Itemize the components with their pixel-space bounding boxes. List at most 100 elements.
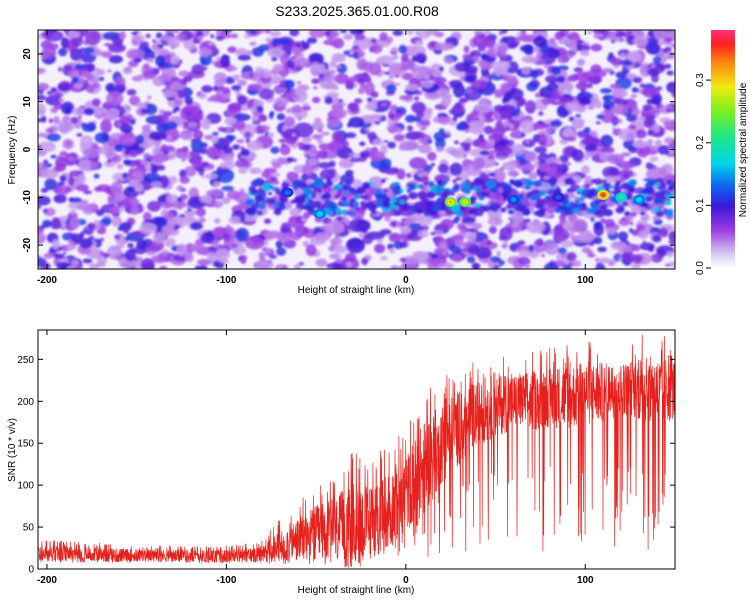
heatmap-cell — [567, 213, 577, 223]
heatmap-cell — [163, 89, 173, 99]
heatmap-cell — [451, 186, 459, 193]
heatmap-cell — [413, 96, 420, 101]
heatmap-cell — [141, 125, 151, 132]
heatmap-cell — [269, 111, 275, 116]
heatmap-cell — [272, 87, 287, 94]
heatmap-cell — [358, 88, 365, 95]
heatmap-cell — [598, 257, 610, 264]
y-tick-label: -20 — [22, 237, 33, 252]
heatmap-cell — [89, 160, 99, 169]
heatmap-cell — [331, 53, 346, 63]
heatmap-cell — [38, 83, 50, 91]
heatmap-cell — [56, 261, 71, 269]
heatmap-cell — [467, 244, 481, 256]
heatmap-cell — [627, 186, 636, 194]
heatmap-cell — [227, 46, 237, 53]
heatmap-cell — [561, 254, 566, 258]
heatmap-y-ticks: -20 -10 0 10 20 — [22, 48, 675, 252]
heatmap-cell — [85, 84, 96, 94]
heatmap-cell — [518, 249, 529, 259]
heatmap-cell — [230, 33, 239, 39]
heatmap-cell — [83, 147, 100, 159]
heatmap-cell — [237, 95, 248, 106]
heatmap-cell — [240, 148, 250, 157]
heatmap-cell — [566, 188, 573, 193]
heatmap-cell — [465, 229, 477, 243]
heatmap-cell — [302, 187, 313, 196]
heatmap-cell — [324, 192, 330, 198]
heatmap-cell — [645, 162, 654, 170]
heatmap-cell — [409, 157, 427, 170]
heatmap-cell — [646, 99, 651, 104]
heatmap-cell — [362, 234, 374, 245]
heatmap-cell — [147, 95, 152, 100]
heatmap-cell — [344, 252, 357, 263]
heatmap-cell — [101, 217, 112, 226]
heatmap-cell — [509, 124, 514, 130]
heatmap-cell — [275, 264, 288, 269]
colorbar-tick-label: 0.1 — [695, 198, 706, 212]
heatmap-cell — [106, 91, 124, 107]
heatmap-cell — [544, 123, 549, 127]
heatmap-cell — [323, 73, 336, 83]
heatmap-cell — [599, 88, 613, 94]
heatmap-cell — [343, 50, 351, 56]
heatmap-cell — [135, 134, 145, 145]
heatmap-cell — [57, 82, 71, 92]
heatmap-cell — [164, 211, 174, 221]
heatmap-cell — [187, 121, 197, 128]
heatmap-cell — [471, 222, 483, 230]
heatmap-cell — [417, 57, 426, 64]
heatmap-cell — [497, 155, 507, 160]
heatmap-cell — [602, 68, 614, 73]
heatmap-cell — [602, 179, 607, 183]
heatmap-cell — [58, 185, 70, 196]
heatmap-cell — [134, 57, 141, 63]
heatmap-cell — [326, 178, 332, 183]
heatmap-cell — [608, 30, 620, 41]
heatmap-cell — [643, 118, 656, 129]
heatmap-cell — [314, 117, 322, 125]
heatmap-cell — [232, 113, 251, 122]
heatmap-cell — [487, 138, 495, 146]
heatmap-cell — [187, 208, 192, 212]
heatmap-cell — [538, 111, 544, 116]
heatmap-cell — [108, 249, 119, 256]
heatmap-cell — [246, 206, 257, 215]
heatmap-cell — [298, 262, 304, 266]
y-tick-label: 50 — [23, 523, 35, 534]
heatmap-cell — [107, 69, 112, 73]
heatmap-cell — [615, 71, 627, 79]
heatmap-cell — [564, 179, 572, 185]
heatmap-cell — [239, 188, 245, 193]
heatmap-cell — [257, 202, 267, 210]
heatmap-cell — [184, 209, 199, 216]
heatmap-cell — [365, 127, 371, 132]
heatmap-cell — [126, 89, 137, 96]
heatmap-cell — [374, 194, 382, 200]
heatmap-cell — [639, 83, 646, 88]
heatmap-cell — [95, 209, 105, 216]
heatmap-cell — [538, 189, 547, 196]
heatmap-cell — [402, 255, 419, 267]
heatmap-cell — [317, 139, 324, 145]
heatmap-cell — [411, 170, 418, 174]
heatmap-cell — [642, 104, 653, 111]
heatmap-cell — [374, 120, 381, 125]
heatmap-cell — [574, 198, 581, 204]
heatmap-cell — [539, 136, 547, 142]
heatmap-cell — [567, 136, 577, 142]
heatmap-cell — [183, 121, 189, 126]
heatmap-cell — [59, 174, 67, 182]
heatmap-cell — [666, 251, 674, 258]
heatmap-cell — [654, 193, 659, 197]
heatmap-cell — [155, 114, 169, 123]
heatmap-cell — [165, 146, 176, 151]
heatmap-cell — [176, 33, 187, 40]
heatmap-cell — [430, 253, 439, 259]
heatmap-cell — [476, 187, 483, 193]
heatmap-cell — [323, 39, 335, 45]
heatmap-cell — [664, 137, 675, 145]
heatmap-cell — [434, 31, 445, 38]
heatmap-cell — [265, 37, 273, 43]
